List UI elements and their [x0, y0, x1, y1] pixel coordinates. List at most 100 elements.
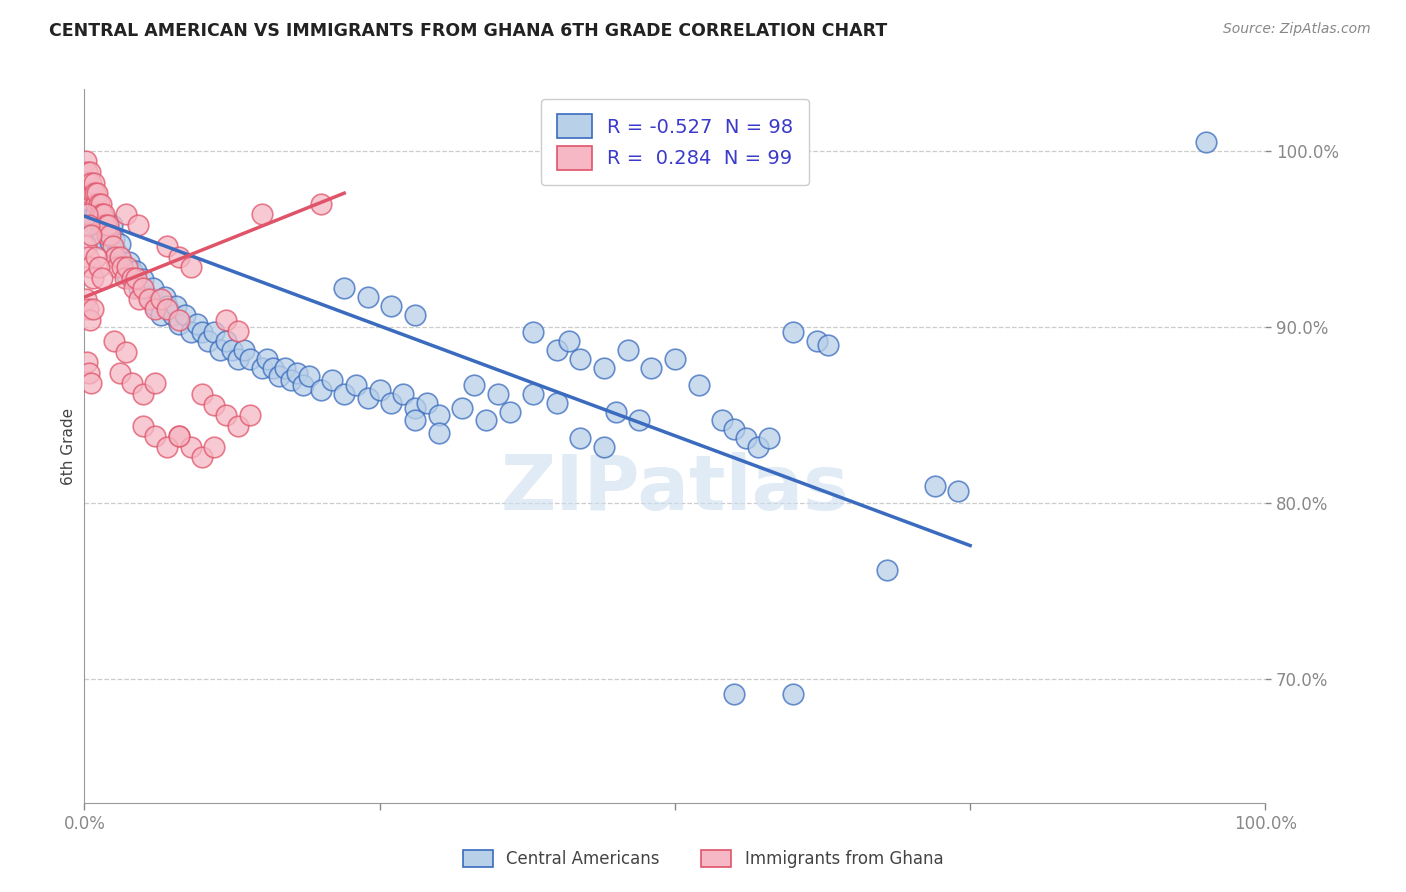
Point: [103, 334, 125, 348]
Point: [79, 260, 101, 275]
Point: [108, 366, 131, 380]
Point: [817, 337, 839, 351]
Point: [143, 376, 166, 391]
Point: [87, 196, 110, 211]
Point: [115, 260, 138, 275]
Point: [173, 308, 195, 322]
Point: [734, 431, 756, 445]
Point: [167, 429, 190, 443]
Point: [593, 360, 616, 375]
Point: [202, 440, 225, 454]
Point: [107, 260, 129, 275]
Point: [475, 413, 498, 427]
Point: [156, 440, 179, 454]
Point: [84, 218, 107, 232]
Point: [1195, 135, 1218, 149]
Point: [782, 687, 804, 701]
Point: [269, 369, 291, 384]
Point: [876, 563, 898, 577]
Point: [84, 205, 107, 219]
Point: [132, 281, 155, 295]
Point: [298, 369, 321, 384]
Point: [226, 418, 249, 433]
Point: [166, 299, 188, 313]
Point: [948, 483, 970, 498]
Point: [94, 218, 117, 232]
Point: [640, 360, 662, 375]
Point: [77, 302, 100, 317]
Point: [132, 418, 155, 433]
Point: [143, 299, 166, 313]
Point: [404, 401, 426, 416]
Point: [215, 313, 238, 327]
Point: [82, 270, 104, 285]
Point: [924, 478, 946, 492]
Point: [76, 183, 98, 197]
Point: [723, 422, 745, 436]
Point: [569, 351, 592, 366]
Point: [333, 281, 356, 295]
Point: [557, 334, 579, 348]
Point: [128, 292, 150, 306]
Point: [82, 209, 104, 223]
Point: [628, 413, 651, 427]
Point: [522, 387, 544, 401]
Point: [262, 360, 284, 375]
Point: [80, 228, 103, 243]
Point: [79, 313, 101, 327]
Point: [75, 154, 97, 169]
Point: [723, 687, 745, 701]
Point: [125, 270, 148, 285]
Point: [291, 378, 314, 392]
Point: [546, 396, 568, 410]
Point: [114, 270, 136, 285]
Point: [89, 207, 111, 221]
Point: [380, 299, 402, 313]
Point: [76, 165, 98, 179]
Point: [806, 334, 828, 348]
Point: [180, 440, 202, 454]
Point: [256, 351, 278, 366]
Point: [108, 250, 131, 264]
Y-axis label: 6th Grade: 6th Grade: [60, 408, 76, 484]
Point: [125, 263, 148, 277]
Point: [162, 308, 184, 322]
Point: [77, 186, 100, 201]
Point: [79, 200, 101, 214]
Point: [156, 299, 179, 313]
Point: [97, 218, 120, 232]
Point: [111, 260, 134, 275]
Point: [321, 373, 343, 387]
Point: [91, 207, 114, 221]
Point: [239, 351, 262, 366]
Point: [77, 250, 100, 264]
Point: [121, 376, 143, 391]
Point: [380, 396, 402, 410]
Point: [90, 196, 112, 211]
Point: [285, 366, 308, 380]
Point: [97, 228, 120, 243]
Point: [138, 290, 160, 304]
Point: [357, 290, 380, 304]
Point: [605, 404, 627, 418]
Point: [427, 425, 450, 440]
Point: [191, 450, 214, 465]
Point: [114, 344, 136, 359]
Point: [215, 334, 238, 348]
Point: [83, 176, 105, 190]
Point: [84, 196, 107, 211]
Point: [463, 378, 485, 392]
Point: [91, 218, 114, 232]
Point: [98, 228, 121, 243]
Point: [167, 317, 190, 331]
Point: [108, 237, 131, 252]
Point: [111, 255, 134, 269]
Point: [150, 292, 173, 306]
Point: [392, 387, 415, 401]
Point: [87, 214, 110, 228]
Point: [404, 413, 426, 427]
Point: [711, 413, 734, 427]
Point: [404, 308, 426, 322]
Legend: R = -0.527  N = 98, R =  0.284  N = 99: R = -0.527 N = 98, R = 0.284 N = 99: [541, 99, 808, 186]
Legend: Central Americans, Immigrants from Ghana: Central Americans, Immigrants from Ghana: [456, 843, 950, 875]
